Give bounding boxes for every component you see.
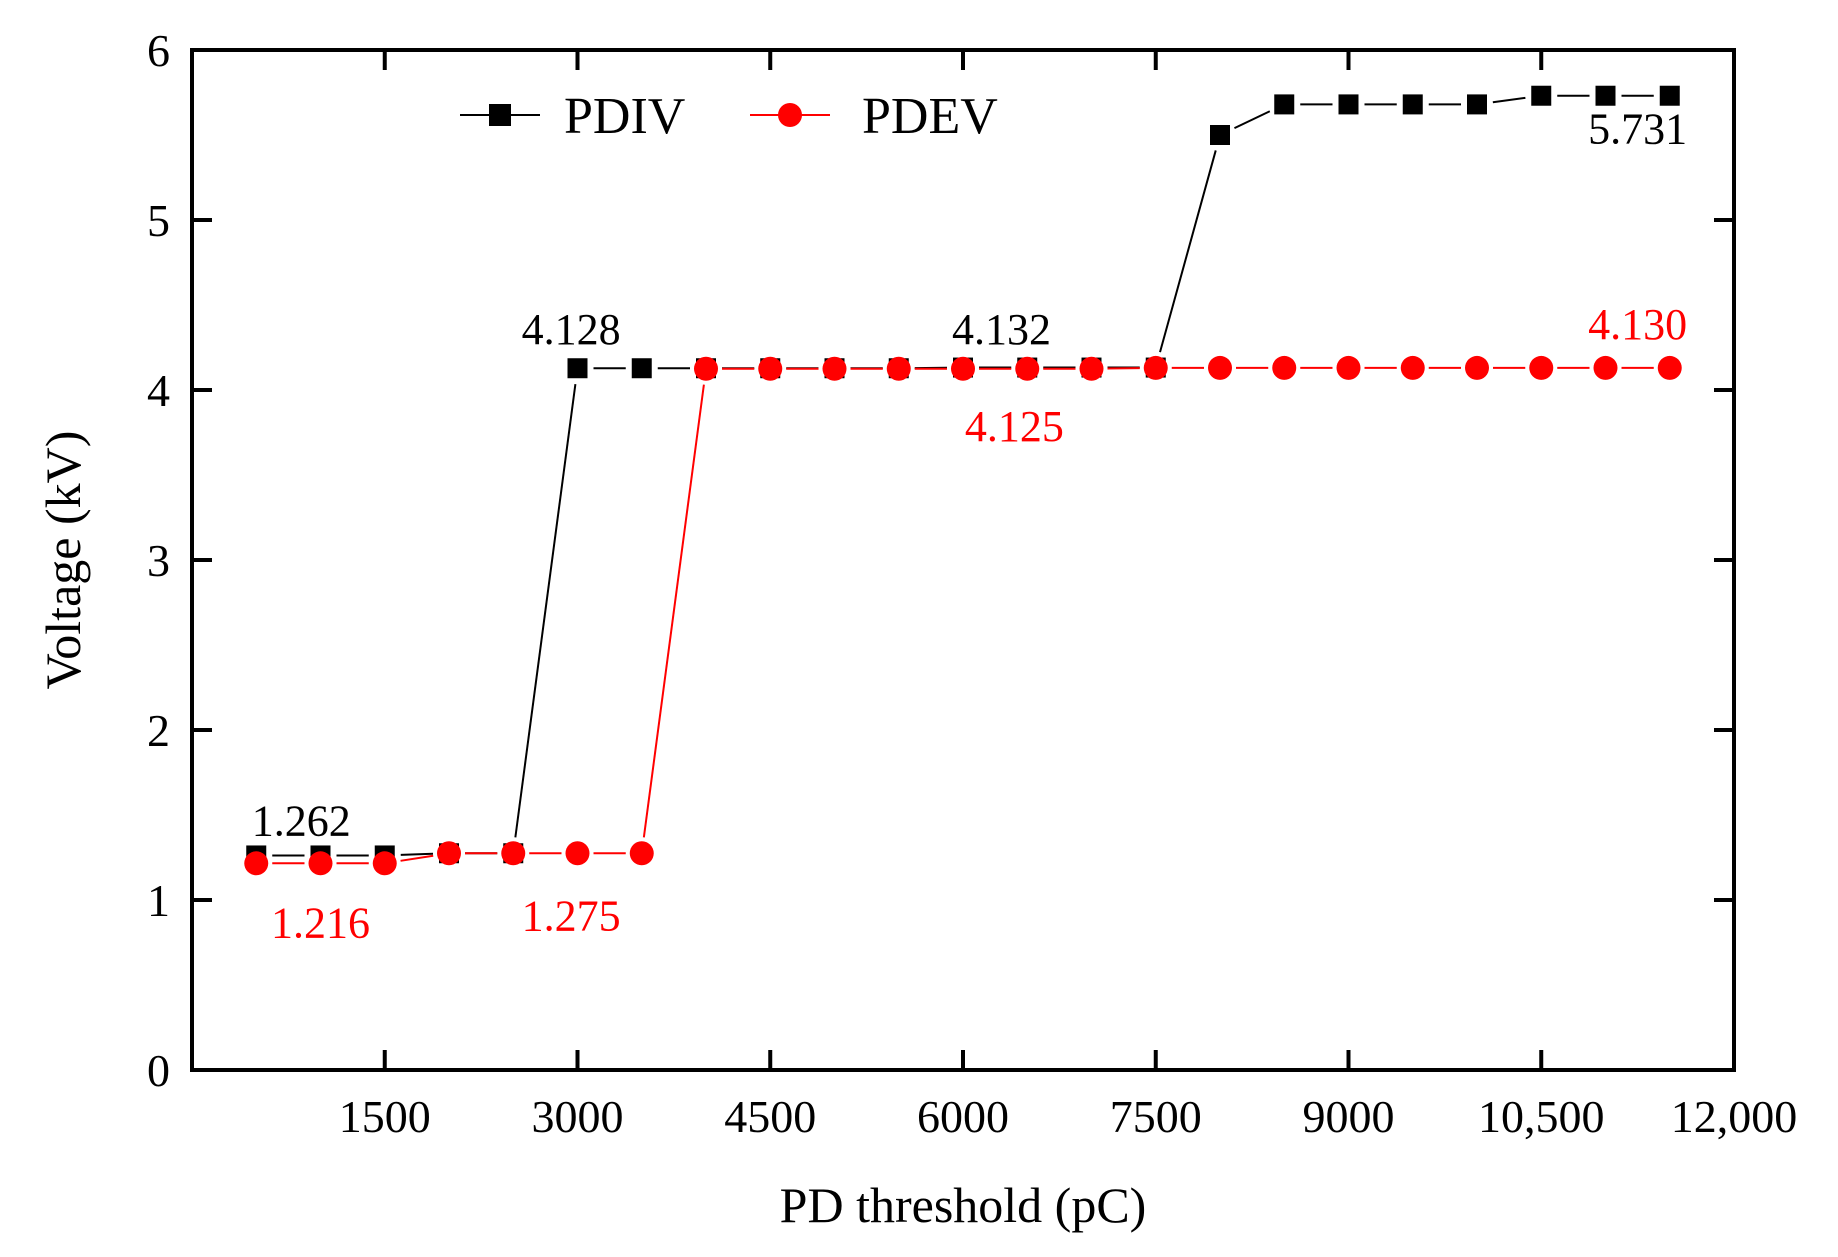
pdiv-point-11000 <box>1595 85 1616 106</box>
legend: PDIV PDEV <box>460 88 998 145</box>
pdiv-point-9500 <box>1402 94 1423 115</box>
legend-item-pdev: PDEV <box>750 88 998 145</box>
x-tick-label-3000: 3000 <box>532 1091 624 1142</box>
pdev-point-4000 <box>694 356 718 381</box>
x-axis-title: PD threshold (pC) <box>780 1177 1147 1233</box>
pdiv-point-10000 <box>1467 94 1487 115</box>
legend-pdev-label: PDEV <box>862 88 998 145</box>
pdiv-segment <box>514 383 577 838</box>
pdev-point-8000 <box>1208 355 1232 380</box>
pdev-point-11000 <box>1593 355 1618 380</box>
pdev-point-1000 <box>308 851 333 876</box>
annotation-1-216-pdev: 1.216 <box>271 898 370 947</box>
pdev-point-10000 <box>1465 355 1489 380</box>
x-tick-label-9000: 9000 <box>1303 1091 1395 1142</box>
pdev-point-2000 <box>437 841 461 866</box>
axis-tick-labels: 1500 3000 4500 6000 7500 9000 10,500 12,000 0 1 2 3… <box>147 25 1797 1142</box>
legend-item-pdiv: PDIV <box>460 88 685 145</box>
x-tick-label-7500: 7500 <box>1110 1091 1202 1142</box>
annotation-1-275-pdev: 1.275 <box>522 892 621 941</box>
pdev-point-6000 <box>951 356 975 381</box>
pdiv-point-9000 <box>1338 94 1359 115</box>
axis-ticks <box>192 48 1736 1072</box>
pdev-point-3000 <box>565 841 590 866</box>
pdev-point-7500 <box>1143 355 1168 380</box>
y-tick-label-2: 2 <box>147 705 170 756</box>
pdev-point-10500 <box>1529 355 1554 380</box>
data-annotations: 1.262 1.216 1.275 4.128 4.132 4.125 5.731 4.130 <box>252 105 1687 948</box>
series-pdev <box>244 355 1682 876</box>
pdev-segment <box>400 854 434 862</box>
pdiv-segment <box>400 852 434 856</box>
series-layer <box>244 85 1682 876</box>
legend-pdiv-marker <box>489 104 511 126</box>
pdiv-point-8000 <box>1210 125 1230 145</box>
pdiv-segment <box>1492 96 1526 104</box>
y-tick-label-4: 4 <box>147 365 170 416</box>
pdev-point-9000 <box>1336 355 1361 380</box>
legend-pdev-marker <box>778 103 802 127</box>
legend-pdiv-label: PDIV <box>564 88 685 145</box>
annotation-4-132-pdiv: 4.132 <box>952 305 1051 354</box>
pdiv-point-3000 <box>567 358 588 379</box>
pdev-point-5000 <box>822 356 847 381</box>
y-tick-label-1: 1 <box>147 875 170 926</box>
pdev-point-5500 <box>886 356 911 381</box>
y-axis-title: Voltage (kV) <box>35 431 91 690</box>
annotation-4-128-pdiv: 4.128 <box>522 305 621 354</box>
y-tick-label-3: 3 <box>147 535 170 586</box>
pdev-point-11500 <box>1657 355 1682 380</box>
y-tick-label-6: 6 <box>147 25 170 76</box>
pdev-point-9500 <box>1400 355 1425 380</box>
pdev-segment <box>642 384 705 838</box>
x-tick-label-12000: 12,000 <box>1671 1091 1798 1142</box>
annotation-4-130-pdev: 4.130 <box>1588 300 1687 349</box>
pdev-point-7000 <box>1079 356 1104 381</box>
annotation-1-262-pdiv: 1.262 <box>252 796 351 845</box>
y-tick-label-5: 5 <box>147 195 170 246</box>
series-pdiv <box>246 85 1680 866</box>
pdiv-point-8500 <box>1274 94 1295 115</box>
pdev-point-2500 <box>501 841 526 866</box>
plot-frame <box>190 48 1736 1072</box>
pdev-point-6500 <box>1015 356 1040 381</box>
x-tick-label-1500: 1500 <box>339 1091 431 1142</box>
annotation-4-125-pdev: 4.125 <box>965 402 1064 451</box>
pdiv-point-10500 <box>1531 85 1552 106</box>
pdev-point-3500 <box>629 841 654 866</box>
pdiv-point-11500 <box>1659 85 1680 106</box>
y-tick-label-0: 0 <box>147 1045 170 1096</box>
pdiv-segment <box>1234 110 1271 130</box>
pdev-point-500 <box>244 851 269 876</box>
x-tick-label-6000: 6000 <box>917 1091 1009 1142</box>
pdiv-segment <box>1159 150 1217 353</box>
pdev-point-1500 <box>372 851 397 876</box>
annotation-5-731-pdiv: 5.731 <box>1588 105 1687 154</box>
pdev-point-8500 <box>1272 355 1297 380</box>
pdev-point-4500 <box>758 356 783 381</box>
x-tick-label-10500: 10,500 <box>1478 1091 1605 1142</box>
pdiv-point-3500 <box>631 358 652 379</box>
x-tick-label-4500: 4500 <box>724 1091 816 1142</box>
